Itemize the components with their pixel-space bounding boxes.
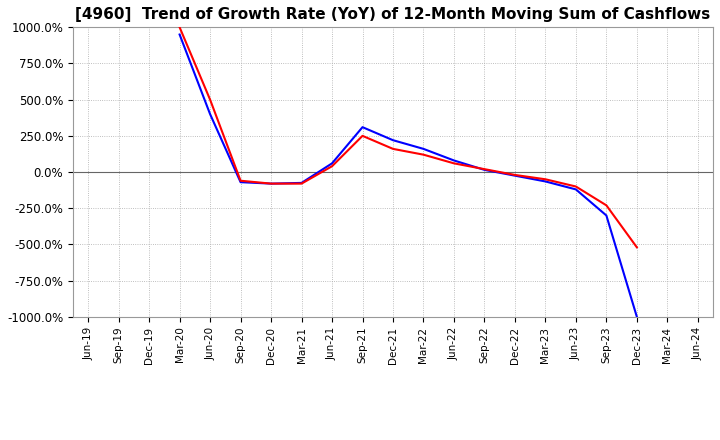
Operating Cashflow (389, 146, 397, 151)
Free Cashflow (541, 179, 550, 184)
Free Cashflow (480, 167, 489, 172)
Line: Free Cashflow: Free Cashflow (179, 34, 637, 317)
Free Cashflow (510, 173, 519, 178)
Operating Cashflow (541, 176, 550, 182)
Free Cashflow (297, 180, 306, 186)
Line: Operating Cashflow: Operating Cashflow (179, 27, 637, 247)
Free Cashflow (266, 181, 275, 186)
Free Cashflow (206, 111, 215, 117)
Operating Cashflow (328, 164, 336, 169)
Free Cashflow (328, 161, 336, 166)
Operating Cashflow (633, 245, 642, 250)
Operating Cashflow (602, 203, 611, 208)
Title: [4960]  Trend of Growth Rate (YoY) of 12-Month Moving Sum of Cashflows: [4960] Trend of Growth Rate (YoY) of 12-… (76, 7, 711, 22)
Operating Cashflow (572, 184, 580, 189)
Operating Cashflow (419, 152, 428, 158)
Free Cashflow (389, 138, 397, 143)
Free Cashflow (572, 187, 580, 192)
Operating Cashflow (206, 97, 215, 102)
Free Cashflow (602, 213, 611, 218)
Operating Cashflow (510, 172, 519, 178)
Operating Cashflow (358, 133, 366, 139)
Free Cashflow (633, 314, 642, 319)
Free Cashflow (175, 32, 184, 37)
Free Cashflow (419, 146, 428, 151)
Free Cashflow (236, 180, 245, 185)
Operating Cashflow (297, 181, 306, 186)
Operating Cashflow (236, 178, 245, 183)
Operating Cashflow (480, 166, 489, 172)
Free Cashflow (358, 125, 366, 130)
Operating Cashflow (175, 25, 184, 30)
Free Cashflow (449, 158, 458, 163)
Operating Cashflow (266, 181, 275, 186)
Legend: Free Cashflow, Operating Cashflow: Free Cashflow, Operating Cashflow (222, 437, 564, 440)
Operating Cashflow (449, 161, 458, 166)
